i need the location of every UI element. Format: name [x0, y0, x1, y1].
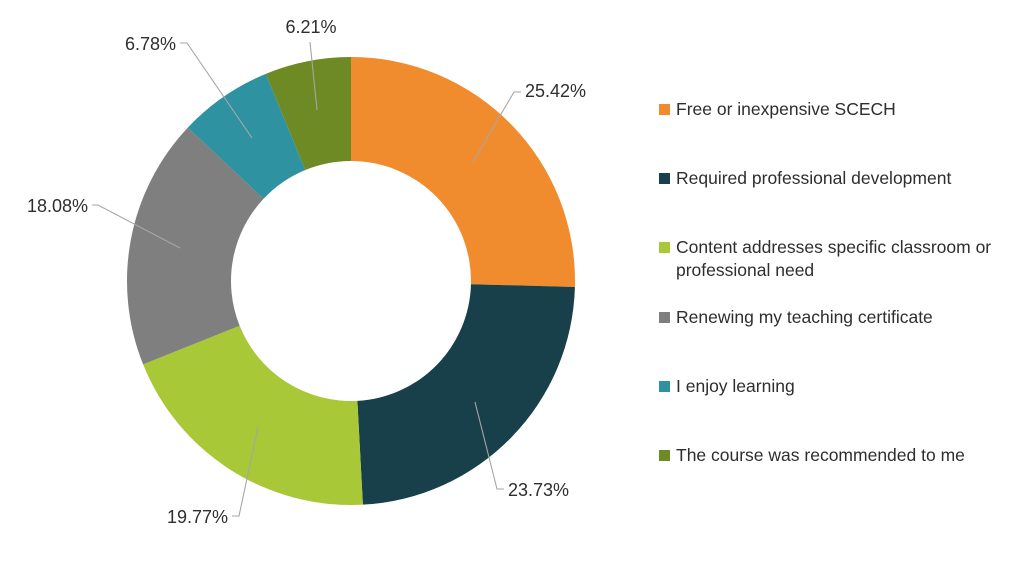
- leader-line-4: [180, 42, 253, 139]
- donut-slice-3: [126, 127, 264, 365]
- leader-line-1: [474, 401, 504, 490]
- leader-line-3: [92, 204, 181, 249]
- data-label-3: 18.08%: [27, 196, 88, 216]
- data-label-2: 19.77%: [167, 507, 228, 527]
- data-label-5: 6.21%: [285, 17, 336, 37]
- leader-line-2: [232, 426, 259, 517]
- donut-slice-4: [187, 73, 306, 199]
- data-label-4: 6.78%: [125, 34, 176, 54]
- leader-line-0: [472, 91, 521, 163]
- data-label-1: 23.73%: [508, 480, 569, 500]
- data-label-0: 25.42%: [525, 81, 586, 101]
- leader-line-5: [309, 41, 318, 111]
- donut-slice-2: [143, 325, 363, 505]
- donut-slice-0: [351, 57, 575, 287]
- donut-slice-1: [357, 284, 575, 505]
- donut-slice-5: [265, 57, 351, 171]
